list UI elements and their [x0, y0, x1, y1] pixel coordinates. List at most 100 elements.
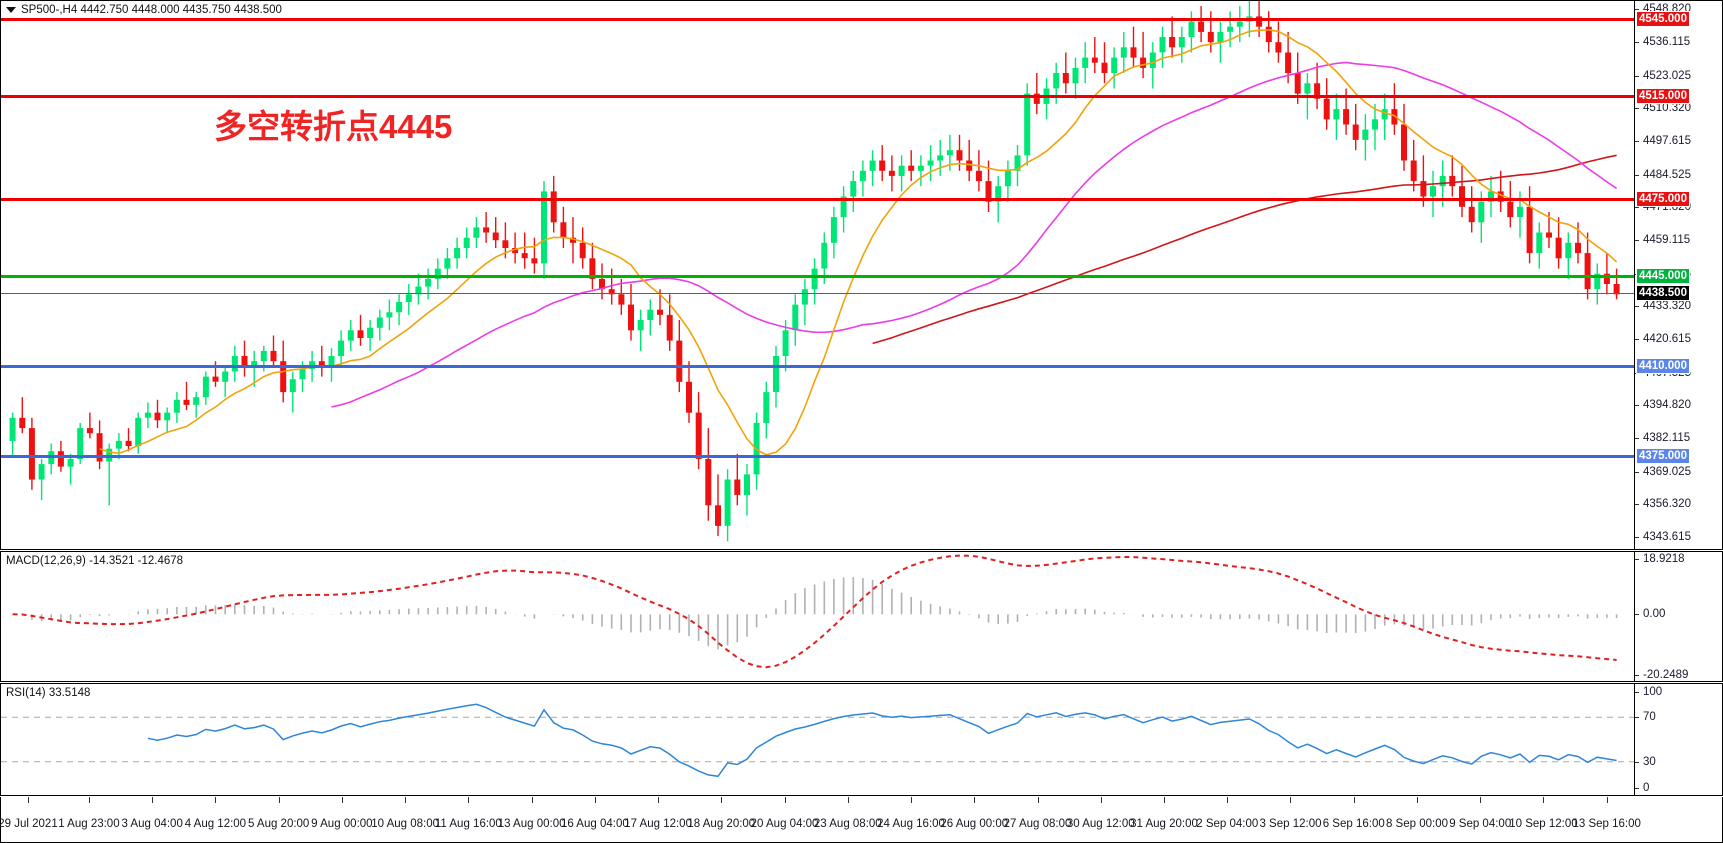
price-panel[interactable]: 4548.820 4536.115 4523.025 4510.320 4497.615…: [0, 0, 1723, 550]
time-axis-label: 9 Sep 04:00: [1449, 818, 1512, 830]
y-tick: [1635, 471, 1639, 473]
time-axis-label: 16 Aug 04:00: [560, 818, 629, 830]
price-axis-label: 4523.025: [1643, 69, 1691, 82]
time-tick: [1164, 797, 1165, 803]
price-level-tag-support-4375[interactable]: 4375.000: [1636, 448, 1690, 465]
time-tick: [341, 797, 343, 803]
price-y-axis[interactable]: 4548.820 4536.115 4523.025 4510.320 4497.615…: [1634, 1, 1722, 549]
macd-y-axis[interactable]: 18.9218 0.00 -20.2489: [1634, 552, 1722, 681]
rsi-y-axis[interactable]: 100 70 30 0: [1634, 684, 1722, 795]
price-axis-label: 4369.025: [1643, 465, 1691, 478]
time-axis-label: 27 Aug 08:00: [1003, 818, 1072, 830]
time-tick: [88, 797, 90, 803]
rsi-label: RSI(14) 33.5148: [6, 687, 91, 699]
time-axis-label: 24 Aug 16:00: [877, 818, 945, 830]
price-axis-label: 4510.320: [1643, 102, 1691, 115]
y-tick: [1635, 306, 1639, 308]
time-axis-label: 2 Sep 04:00: [1196, 818, 1259, 830]
time-tick: [531, 797, 533, 803]
price-axis-label: 4484.525: [1643, 168, 1691, 181]
time-tick: [974, 797, 976, 803]
y-tick: [1635, 761, 1639, 763]
level-line-support-4375[interactable]: [1, 454, 1634, 458]
triangle-down-icon[interactable]: [6, 6, 16, 13]
price-level-tag-pivot-4445[interactable]: 4445.000: [1636, 268, 1690, 285]
time-axis-label: 3 Sep 12:00: [1259, 818, 1322, 830]
time-axis-label: 6 Sep 16:00: [1322, 818, 1385, 830]
level-line-resistance-4475[interactable]: [1, 197, 1634, 201]
price-axis-label: 4382.115: [1643, 432, 1691, 445]
y-tick: [1635, 108, 1639, 110]
level-line-pivot-4445[interactable]: [1, 274, 1634, 278]
price-plot-area[interactable]: [1, 1, 1634, 549]
level-line-support-4410[interactable]: [1, 364, 1634, 368]
price-level-tag-resistance-4545[interactable]: 4545.000: [1636, 11, 1690, 27]
time-axis-label: 20 Aug 04:00: [750, 818, 819, 830]
price-axis-label: 4497.615: [1643, 134, 1691, 147]
price-level-tag-resistance-4515[interactable]: 4515.000: [1636, 88, 1690, 105]
macd-plot-area[interactable]: [1, 552, 1634, 681]
macd-panel[interactable]: 18.9218 0.00 -20.2489 MACD(12,26,9) -14.35…: [0, 551, 1723, 682]
time-axis-label: 26 Aug 00:00: [940, 818, 1009, 830]
y-tick: [1635, 788, 1639, 789]
rsi-axis-label: 100: [1643, 686, 1663, 698]
rsi-panel[interactable]: 100 70 30 0 RSI(14) 33.5148: [0, 683, 1723, 796]
time-tick: [594, 797, 596, 803]
price-axis-label: 4356.320: [1643, 498, 1691, 511]
rsi-plot-area[interactable]: [1, 684, 1634, 795]
time-tick: [1480, 797, 1482, 803]
level-line-resistance-4515[interactable]: [1, 94, 1634, 98]
time-axis-label: 8 Sep 00:00: [1385, 818, 1448, 830]
time-tick: [1416, 797, 1418, 803]
rsi-axis-label: 0: [1643, 782, 1650, 794]
time-axis-label: 3 Aug 04:00: [121, 818, 183, 830]
time-axis-label: 29 Jul 2021: [0, 818, 58, 830]
y-tick: [1635, 75, 1639, 77]
time-tick: [1543, 797, 1545, 803]
time-axis-label: 13 Aug 00:00: [497, 818, 566, 830]
time-tick: [1353, 797, 1355, 803]
symbol-header: SP500-,H4 4442.750 4448.000 4435.750 443…: [6, 4, 282, 16]
y-tick: [1635, 41, 1639, 43]
y-tick: [1635, 504, 1639, 506]
macd-axis-label: -20.2489: [1643, 669, 1689, 681]
time-axis-label: 5 Aug 20:00: [247, 818, 310, 830]
time-axis-label: 30 Aug 12:00: [1066, 818, 1135, 830]
y-tick: [1635, 174, 1639, 176]
level-line-resistance-4545[interactable]: [1, 17, 1634, 21]
time-axis-label: 1 Aug 23:00: [58, 818, 120, 830]
rsi-axis-label: 70: [1643, 711, 1656, 724]
y-tick: [1635, 339, 1639, 341]
y-tick: [1635, 614, 1639, 616]
time-tick: [152, 797, 154, 803]
macd-axis-label: 18.9218: [1643, 553, 1685, 565]
macd-label: MACD(12,26,9) -14.3521 -12.4678: [6, 555, 184, 567]
time-axis-label: 4 Aug 12:00: [184, 818, 247, 830]
y-tick: [1635, 675, 1639, 676]
time-tick: [405, 797, 407, 803]
price-level-tag-resistance-4475[interactable]: 4475.000: [1636, 191, 1690, 208]
time-tick: [1606, 797, 1608, 803]
time-axis-label: 11 Aug 16:00: [434, 818, 502, 830]
y-tick: [1635, 207, 1639, 209]
time-axis-label: 23 Aug 08:00: [813, 818, 882, 830]
time-tick: [1227, 797, 1229, 803]
level-line-current-price-4438[interactable]: [1, 293, 1634, 294]
time-tick: [468, 797, 470, 803]
time-tick: [1290, 797, 1292, 803]
time-tick: [847, 797, 849, 803]
rsi-axis-label: 30: [1643, 755, 1656, 768]
time-tick: [784, 797, 786, 803]
time-tick: [658, 797, 660, 803]
time-axis[interactable]: 29 Jul 2021 1 Aug 23:00 3 Aug 04:00 4 Aug 1…: [0, 797, 1723, 843]
y-tick: [1635, 405, 1639, 407]
time-axis-label: 31 Aug 20:00: [1130, 818, 1198, 830]
time-tick: [27, 797, 29, 803]
y-tick: [1635, 717, 1639, 719]
price-level-tag-support-4410[interactable]: 4410.000: [1636, 358, 1690, 375]
time-axis-label: 13 Sep 16:00: [1572, 818, 1641, 830]
time-axis-label: 10 Sep 12:00: [1509, 818, 1578, 830]
chart-annotation: 多空转折点4445: [214, 107, 453, 145]
price-level-tag-current-price-4438[interactable]: 4438.500: [1636, 285, 1690, 301]
